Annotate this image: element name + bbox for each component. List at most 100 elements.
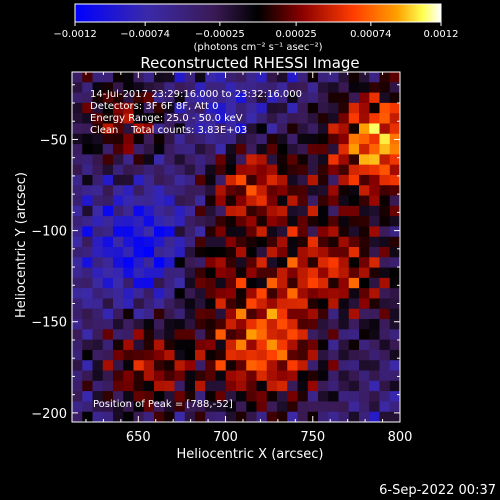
heatmap-cell	[82, 247, 93, 258]
heatmap-cell	[195, 164, 206, 176]
colorbar-tick-label: −0.00074	[120, 29, 170, 40]
heatmap-cell	[143, 133, 155, 145]
heatmap-cell	[246, 360, 257, 371]
heatmap-cell	[318, 185, 329, 196]
heatmap-cell	[92, 72, 104, 83]
heatmap-cell	[72, 380, 83, 392]
heatmap-cell	[359, 113, 370, 124]
heatmap-cell	[82, 257, 93, 268]
colorbar: −0.0012 −0.00074 −0.00025 0.00025 0.00074 0.0…	[53, 3, 459, 53]
heatmap-cell	[236, 226, 247, 238]
heatmap-cell	[236, 154, 247, 166]
heatmap-cell	[154, 319, 165, 330]
heatmap-cell	[205, 319, 216, 330]
heatmap-cell	[225, 226, 237, 238]
heatmap-cell	[256, 144, 268, 155]
annotation-peak-position: Position of Peak = [788,-52]	[93, 399, 233, 410]
heatmap-cell	[215, 257, 227, 268]
heatmap-cell	[266, 154, 278, 166]
heatmap-cell	[82, 370, 93, 382]
heatmap-cell	[82, 298, 93, 310]
colorbar-tick-label: 0.00025	[275, 29, 316, 40]
heatmap-cell	[369, 133, 380, 145]
heatmap-cell	[256, 226, 268, 238]
heatmap-cell	[369, 102, 380, 114]
heatmap-cell	[215, 380, 227, 392]
heatmap-cell	[236, 185, 247, 196]
heatmap-cell	[195, 154, 206, 166]
heatmap-cell	[154, 164, 165, 176]
heatmap-cell	[123, 92, 134, 104]
heatmap-cell	[256, 319, 268, 330]
heatmap-cell	[102, 411, 114, 422]
heatmap-cell	[205, 339, 216, 351]
heatmap-cell	[92, 216, 104, 227]
heatmap-cell	[297, 308, 309, 320]
heatmap-cell	[277, 92, 288, 104]
heatmap-cell	[154, 144, 165, 155]
heatmap-cell	[369, 277, 380, 289]
heatmap-cell	[338, 133, 350, 145]
heatmap-cell	[133, 144, 145, 155]
heatmap-cell	[154, 205, 165, 217]
heatmap-cell	[174, 92, 186, 104]
heatmap-cell	[328, 319, 339, 330]
heatmap-cell	[307, 185, 319, 196]
heatmap-cell	[184, 401, 196, 413]
heatmap-cell	[328, 401, 339, 413]
heatmap-cell	[92, 205, 104, 217]
heatmap-cell	[133, 267, 145, 279]
heatmap-cell	[184, 288, 196, 299]
heatmap-cell	[348, 288, 360, 299]
heatmap-cell	[359, 257, 370, 268]
heatmap-cell	[143, 380, 155, 392]
heatmap-cell	[72, 205, 83, 217]
heatmap-cell	[102, 267, 114, 279]
heatmap-cell	[277, 277, 288, 289]
heatmap-cell	[215, 164, 227, 176]
heatmap-cell	[318, 174, 329, 186]
heatmap-cell	[246, 267, 257, 279]
heatmap-cell	[369, 308, 380, 320]
heatmap-cell	[102, 370, 114, 382]
heatmap-cell	[266, 380, 278, 392]
heatmap-cell	[328, 144, 339, 155]
heatmap-cell	[143, 247, 155, 258]
heatmap-cell	[72, 216, 83, 227]
heatmap-cell	[318, 226, 329, 238]
heatmap-cell	[256, 267, 268, 279]
heatmap-cell	[236, 195, 247, 207]
heatmap-cell	[307, 339, 319, 351]
heatmap-cell	[82, 154, 93, 166]
heatmap-cell	[297, 298, 309, 310]
heatmap-cell	[266, 185, 278, 196]
heatmap-cell	[123, 267, 134, 279]
heatmap-cell	[297, 113, 309, 124]
heatmap-cell	[287, 205, 298, 217]
heatmap-cell	[154, 185, 165, 196]
heatmap-cell	[369, 391, 380, 402]
heatmap-cell	[184, 267, 196, 279]
heatmap-cell	[328, 174, 339, 186]
heatmap-cell	[246, 102, 257, 114]
heatmap-cell	[133, 205, 145, 217]
heatmap-cell	[307, 164, 319, 176]
heatmap-cell	[143, 92, 155, 104]
heatmap-cell	[92, 195, 104, 207]
heatmap-cell	[389, 226, 400, 238]
heatmap-cell	[184, 339, 196, 351]
heatmap-cell	[195, 82, 206, 93]
heatmap-cell	[205, 370, 216, 382]
heatmap-cell	[72, 154, 83, 166]
heatmap-cell	[164, 257, 175, 268]
heatmap-cell	[174, 133, 186, 145]
heatmap-cell	[164, 236, 175, 248]
heatmap-cell	[287, 401, 298, 413]
heatmap-cell	[287, 216, 298, 227]
heatmap-cell	[205, 401, 216, 413]
heatmap-cell	[205, 185, 216, 196]
heatmap-cell	[236, 216, 247, 227]
heatmap-cell	[225, 205, 237, 217]
heatmap-cell	[174, 185, 186, 196]
heatmap-cell	[195, 133, 206, 145]
